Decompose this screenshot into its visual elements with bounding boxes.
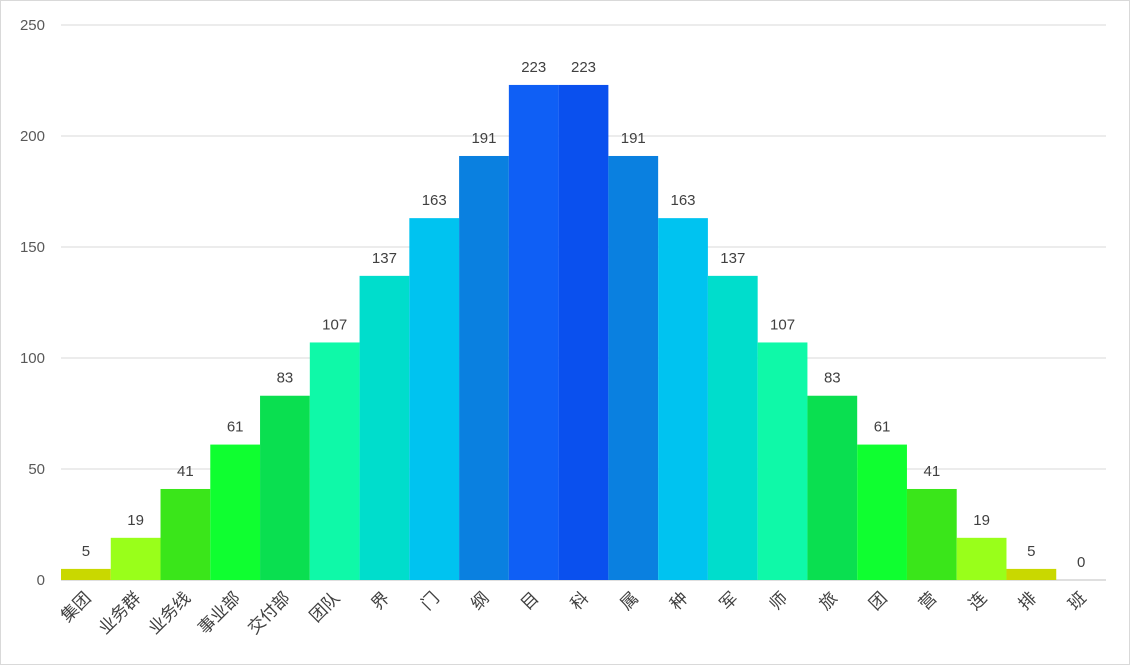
data-label: 19 (973, 512, 990, 529)
x-tick-label: 排 (1015, 588, 1041, 614)
x-tick-label: 事业部 (194, 588, 244, 638)
y-tick-label: 100 (20, 350, 45, 367)
data-label: 19 (127, 512, 144, 529)
bar (1006, 568, 1057, 580)
x-tick-label: 团队 (306, 588, 344, 626)
x-tick-label: 师 (766, 588, 792, 614)
data-label: 41 (177, 463, 194, 480)
data-label: 223 (571, 59, 596, 76)
x-tick-label: 门 (418, 588, 444, 614)
x-tick-label: 目 (517, 588, 543, 614)
bar (409, 218, 460, 580)
bar (857, 444, 907, 580)
x-tick-label: 团 (865, 588, 891, 614)
data-label: 5 (82, 543, 90, 560)
x-tick-label: 旅 (816, 588, 842, 614)
x-tick-label: 属 (617, 588, 643, 614)
x-tick-label: 军 (716, 588, 742, 614)
bar (757, 342, 808, 580)
bar (658, 218, 708, 580)
x-tick-label: 集团 (57, 588, 95, 626)
x-tick-label: 连 (965, 588, 991, 614)
y-axis-ticks: 0 50 100 150 200 250 (20, 17, 45, 589)
bar (61, 568, 111, 580)
bar (210, 444, 261, 580)
bar (459, 155, 509, 581)
bar (359, 275, 410, 580)
data-label: 137 (372, 250, 397, 267)
y-tick-label: 250 (20, 17, 45, 34)
x-tick-label: 种 (666, 588, 692, 614)
x-tick-label: 业务群 (95, 588, 145, 638)
data-labels: 5 19 41 61 83 107 137 163 191 223 223 191 163 137 107 8… (82, 59, 1086, 571)
bar (110, 537, 161, 580)
bar (309, 342, 360, 580)
data-label: 107 (322, 316, 347, 333)
data-label: 61 (227, 419, 244, 436)
x-axis-labels: 集团 业务群 业务线 事业部 交付部 团队界门纲目科属种军师旅团营连排班 (57, 588, 1090, 638)
data-label: 163 (671, 192, 696, 209)
data-label: 191 (471, 130, 496, 147)
x-tick-label: 营 (915, 588, 941, 614)
data-label: 0 (1077, 554, 1085, 571)
y-tick-label: 0 (37, 572, 45, 589)
data-label: 83 (824, 370, 841, 387)
data-label: 163 (422, 192, 447, 209)
x-tick-label: 班 (1064, 588, 1090, 614)
bars (61, 84, 1057, 581)
x-tick-label: 界 (368, 588, 394, 614)
bar (807, 395, 858, 580)
data-label: 5 (1027, 543, 1035, 560)
bar (608, 155, 659, 581)
x-tick-label: 业务线 (145, 588, 195, 638)
y-tick-label: 200 (20, 128, 45, 145)
data-label: 41 (923, 463, 940, 480)
bar (508, 84, 559, 580)
bar (160, 488, 211, 580)
data-label: 107 (770, 316, 795, 333)
data-label: 191 (621, 130, 646, 147)
y-tick-label: 150 (20, 239, 45, 256)
y-tick-label: 50 (28, 461, 45, 478)
x-tick-label: 科 (567, 588, 593, 614)
data-label: 83 (277, 370, 294, 387)
bar (906, 488, 957, 580)
x-tick-label: 纲 (467, 588, 493, 614)
data-label: 61 (874, 419, 891, 436)
data-label: 223 (521, 59, 546, 76)
data-label: 137 (720, 250, 745, 267)
bar (707, 275, 758, 580)
bar (956, 537, 1007, 580)
bar (260, 395, 310, 580)
x-tick-label: 交付部 (244, 588, 294, 638)
bar (558, 84, 609, 580)
